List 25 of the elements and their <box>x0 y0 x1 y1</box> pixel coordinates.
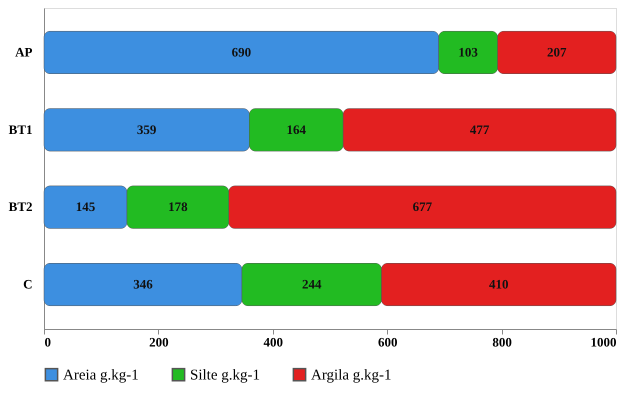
y-tick-label: C <box>23 276 32 292</box>
legend-label: Areia g.kg-1 <box>63 368 139 384</box>
data-label: 410 <box>488 276 508 292</box>
data-label: 477 <box>470 122 490 137</box>
data-label: 145 <box>76 199 96 214</box>
x-tick-label: 600 <box>378 334 398 350</box>
data-label: 103 <box>458 44 478 60</box>
x-tick-label: 400 <box>264 334 284 350</box>
x-tick-label: 800 <box>492 334 512 350</box>
data-label: 178 <box>168 199 188 214</box>
data-label: 207 <box>547 44 568 60</box>
y-tick-label: AP <box>15 44 33 60</box>
data-label: 677 <box>412 199 433 214</box>
data-label: 359 <box>136 122 157 137</box>
x-tick-label: 0 <box>44 334 51 350</box>
y-tick-label: BT2 <box>8 199 32 214</box>
data-label: 346 <box>133 276 154 292</box>
legend-label: Argila g.kg-1 <box>311 368 392 384</box>
legend-label: Silte g.kg-1 <box>190 368 260 384</box>
y-tick-label: BT1 <box>8 122 32 137</box>
data-label: 244 <box>302 276 322 292</box>
data-label: 690 <box>232 44 252 60</box>
x-tick-label: 200 <box>149 334 169 350</box>
x-tick-label: 1000 <box>590 334 616 350</box>
data-label: 164 <box>286 122 306 137</box>
